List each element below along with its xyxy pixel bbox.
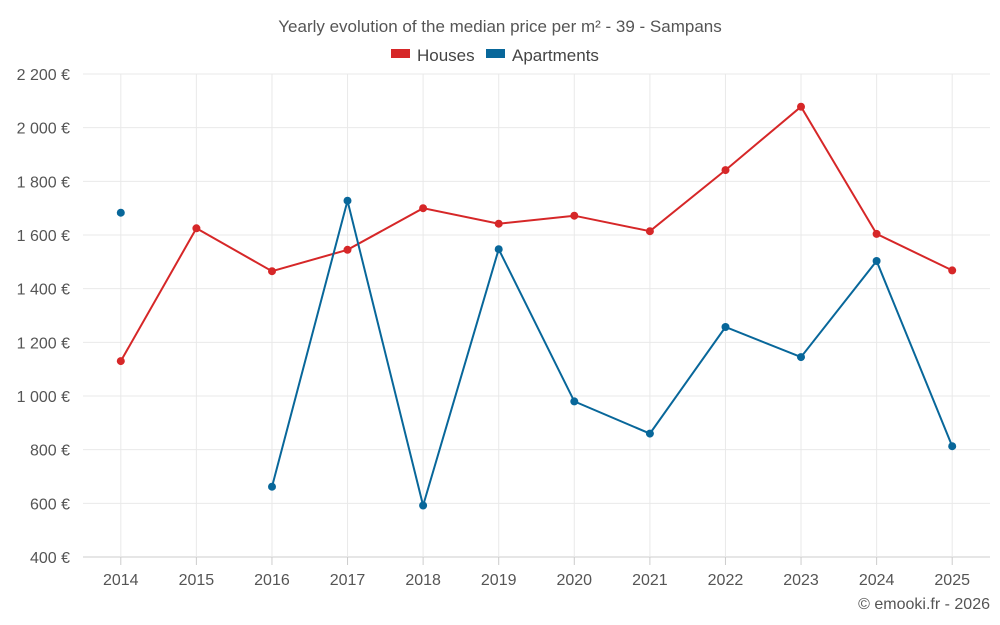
x-tick-label: 2022 [708, 572, 744, 589]
data-point-apartments-2014[interactable] [116, 208, 125, 217]
legend-swatch-apartments [486, 49, 505, 58]
chart-title: Yearly evolution of the median price per… [278, 17, 722, 36]
data-point-apartments-2023[interactable] [797, 353, 805, 362]
series-lines [116, 102, 957, 510]
x-tick-label: 2020 [556, 572, 592, 589]
credit-text: © emooki.fr - 2026 [858, 596, 990, 613]
y-tick-label: 400 € [30, 550, 70, 567]
legend-label-apartments[interactable]: Apartments [512, 46, 599, 65]
data-point-apartments-2018[interactable] [419, 501, 428, 510]
y-tick-label: 1 800 € [17, 174, 70, 191]
x-tick-label: 2021 [632, 572, 668, 589]
x-tick-label: 2018 [405, 572, 441, 589]
data-point-houses-2023[interactable] [797, 102, 805, 111]
y-tick-label: 1 200 € [17, 335, 70, 352]
x-tick-label: 2024 [859, 572, 895, 589]
data-point-apartments-2020[interactable] [570, 397, 579, 406]
x-tick-label: 2014 [103, 572, 139, 589]
x-tick-label: 2019 [481, 572, 517, 589]
y-tick-label: 1 000 € [17, 389, 70, 406]
series-line-apartments [271, 200, 954, 510]
data-point-houses-2017[interactable] [343, 245, 352, 254]
data-point-houses-2020[interactable] [570, 211, 579, 220]
data-point-apartments-2025[interactable] [948, 442, 957, 451]
data-point-apartments-2016[interactable] [268, 482, 276, 491]
y-tick-label: 2 000 € [17, 121, 70, 138]
data-point-houses-2019[interactable] [494, 219, 503, 228]
y-axis-ticks: 400 € 600 € 800 € 1 000 € 1 200 € 1 400 € 1 60… [17, 67, 70, 567]
data-point-houses-2016[interactable] [268, 267, 276, 276]
series-line-houses [119, 105, 953, 362]
data-point-houses-2015[interactable] [192, 224, 201, 233]
series-houses [116, 102, 957, 366]
y-tick-label: 1 400 € [17, 282, 70, 299]
data-point-apartments-2019[interactable] [494, 245, 503, 254]
legend-swatch-houses [391, 49, 410, 58]
series-apartments [116, 196, 957, 510]
data-point-houses-2018[interactable] [419, 204, 428, 213]
data-point-houses-2024[interactable] [872, 229, 881, 238]
y-tick-label: 800 € [30, 443, 70, 460]
x-tick-label: 2017 [330, 572, 366, 589]
legend: Houses Apartments [391, 46, 599, 65]
data-point-houses-2025[interactable] [948, 266, 957, 275]
y-tick-label: 600 € [30, 496, 70, 513]
y-tick-label: 2 200 € [17, 67, 70, 84]
data-point-apartments-2017[interactable] [343, 196, 352, 205]
data-point-apartments-2021[interactable] [645, 429, 654, 438]
data-point-houses-2014[interactable] [116, 357, 125, 366]
x-tick-label: 2025 [934, 572, 970, 589]
data-point-houses-2021[interactable] [645, 227, 654, 236]
x-tick-label: 2016 [254, 572, 290, 589]
legend-label-houses[interactable]: Houses [417, 46, 475, 65]
x-tick-label: 2015 [179, 572, 215, 589]
data-point-apartments-2024[interactable] [872, 257, 881, 265]
x-axis-ticks: 2014 2015 2016 2017 2018 2019 2020 2021 2022 2023… [103, 572, 970, 589]
data-point-apartments-2022[interactable] [721, 323, 730, 331]
x-tick-label: 2023 [783, 572, 819, 589]
data-point-houses-2022[interactable] [721, 166, 730, 175]
grid [83, 73, 990, 565]
y-tick-label: 1 600 € [17, 228, 70, 245]
